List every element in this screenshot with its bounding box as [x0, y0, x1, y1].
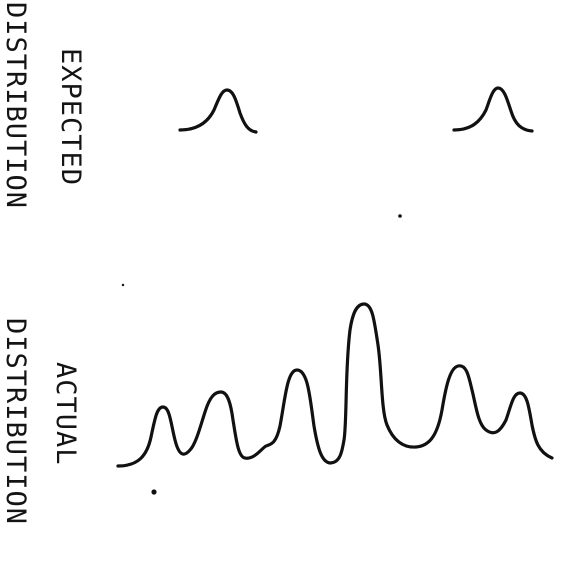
- speck-mark: [151, 489, 157, 495]
- actual-curve: [116, 302, 554, 468]
- actual-label-line-1: ACTUAL: [50, 362, 81, 466]
- expected-label-line-1: EXPECTED: [55, 48, 86, 187]
- expected-peak-left: [178, 88, 258, 134]
- expected-peak-right: [452, 86, 534, 133]
- speck-mark: [398, 214, 402, 218]
- expected-label-line-2: DISTRIBUTION: [0, 2, 31, 210]
- actual-label-line-2: DISTRIBUTION: [0, 318, 31, 526]
- speck-mark: [121, 283, 125, 287]
